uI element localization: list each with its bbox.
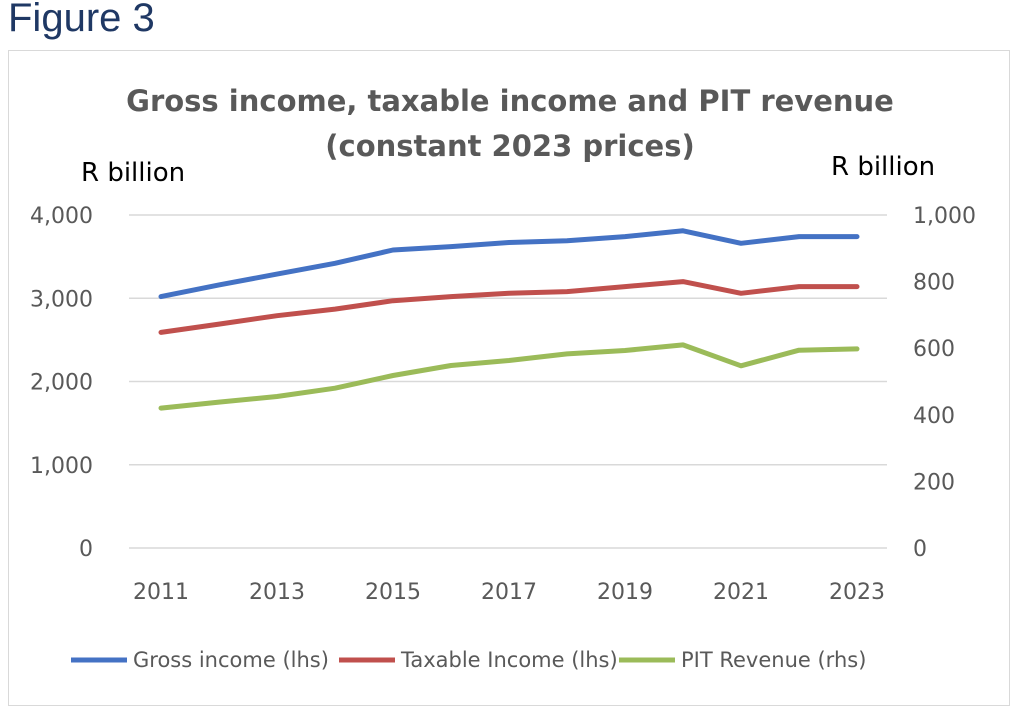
- series-line: [158, 228, 860, 300]
- right-axis-unit-label: R billion: [831, 152, 935, 182]
- series-line: [158, 342, 860, 411]
- left-axis-tick-label: 2,000: [30, 371, 93, 396]
- line-chart: Gross income, taxable income and PIT rev…: [30, 84, 976, 672]
- left-axis-ticks: 0 1,000 2,000 3,000 4,000: [30, 204, 93, 562]
- legend: Gross income (lhs) Taxable Income (lhs) PI…: [71, 648, 866, 672]
- right-axis-tick-label: 800: [913, 271, 955, 296]
- x-axis-tick-label: 2019: [597, 580, 653, 605]
- chart-title-line: Gross income, taxable income and PIT rev…: [126, 84, 894, 118]
- chart-title-line: (constant 2023 prices): [325, 129, 695, 163]
- x-axis-tick-label: 2011: [133, 580, 189, 605]
- x-axis-ticks: 2011 2013 2015 2017 2019 2021 2023: [133, 580, 885, 605]
- right-axis-tick-label: 400: [913, 404, 955, 429]
- x-axis-tick-label: 2017: [481, 580, 537, 605]
- x-axis-tick-label: 2013: [249, 580, 305, 605]
- left-axis-tick-label: 3,000: [30, 287, 93, 312]
- right-axis-tick-label: 600: [913, 337, 955, 362]
- gridlines: [129, 214, 887, 549]
- left-axis-tick-label: 0: [79, 537, 93, 562]
- left-axis-tick-label: 1,000: [30, 454, 93, 479]
- legend-label: Gross income (lhs): [133, 648, 329, 672]
- left-axis-unit-label: R billion: [81, 158, 185, 188]
- legend-label: PIT Revenue (rhs): [681, 648, 866, 672]
- series-line: [158, 279, 860, 335]
- x-axis-tick-label: 2023: [829, 580, 885, 605]
- chart-title: Gross income, taxable income and PIT rev…: [126, 84, 894, 163]
- x-axis-tick-label: 2015: [365, 580, 421, 605]
- figure-label: Figure 3: [8, 0, 155, 40]
- chart-area: Gross income, taxable income and PIT rev…: [8, 50, 1010, 706]
- right-axis-ticks: 0 200 400 600 800 1,000: [913, 204, 976, 562]
- left-axis-tick-label: 4,000: [30, 204, 93, 229]
- right-axis-tick-label: 1,000: [913, 204, 976, 229]
- right-axis-tick-label: 0: [913, 537, 927, 562]
- right-axis-tick-label: 200: [913, 470, 955, 495]
- x-axis-tick-label: 2021: [713, 580, 769, 605]
- series-lines: [158, 228, 860, 411]
- legend-label: Taxable Income (lhs): [400, 648, 618, 672]
